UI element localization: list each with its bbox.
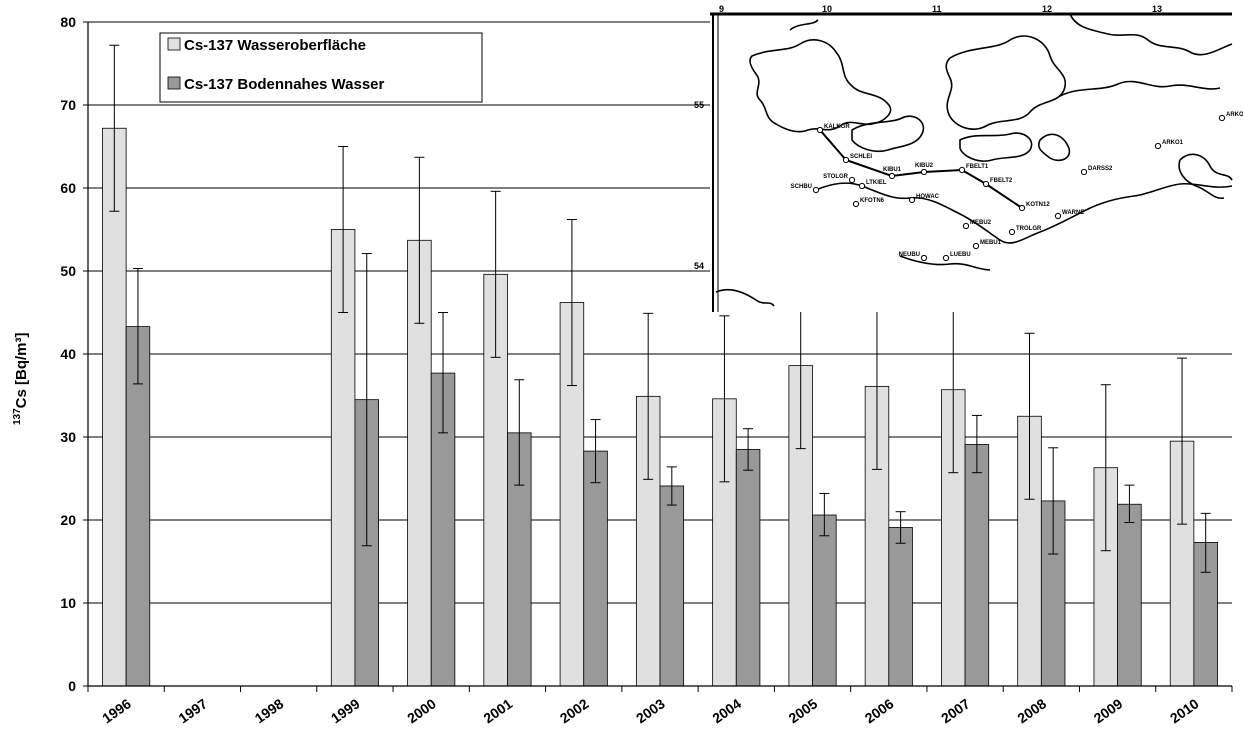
station-marker	[1008, 228, 1016, 236]
station-marker	[1154, 142, 1162, 150]
station-label: MEBU2	[970, 220, 992, 226]
station-label: STOLGR	[823, 174, 849, 180]
x-tick-label: 2003	[633, 695, 668, 726]
station-marker	[908, 196, 916, 204]
station-marker	[920, 254, 928, 262]
legend-label-bottom: Cs-137 Bodennahes Wasser	[184, 76, 385, 93]
station-label: DARSS2	[1088, 166, 1113, 172]
station-marker	[920, 168, 928, 176]
bar	[659, 485, 685, 687]
station-marker	[958, 166, 966, 174]
station-marker	[842, 156, 850, 164]
station-label: NEUBU	[899, 252, 920, 258]
station-marker	[1018, 204, 1026, 212]
y-tick-label: 20	[60, 512, 76, 528]
legend-label-surface: Cs-137 Wasseroberfläche	[184, 37, 366, 54]
station-marker	[1218, 114, 1226, 122]
bar	[102, 127, 127, 687]
station-label: FBELT1	[966, 164, 989, 170]
station-label: KALKGR	[824, 124, 850, 130]
map-lon-tick: 11	[932, 4, 942, 14]
bar	[1117, 503, 1142, 687]
y-tick-label: 10	[60, 595, 76, 611]
legend-box	[159, 32, 483, 103]
x-tick-label: 1996	[99, 695, 134, 726]
error-bars	[109, 44, 1211, 573]
station-label: SCHBU	[791, 184, 812, 190]
x-tick-label: 2002	[557, 695, 592, 726]
station-label: MEBU1	[980, 240, 1002, 246]
station-label: HOWAC	[916, 194, 940, 200]
map-background	[710, 14, 1232, 312]
y-tick-label: 40	[60, 346, 76, 362]
station-marker	[1080, 168, 1088, 176]
y-tick-label: 70	[60, 97, 76, 113]
map-lon-tick: 9	[719, 4, 724, 14]
y-axis-title-main: Cs [Bq/m³]	[13, 332, 30, 408]
y-axis-title-superscript: 137	[12, 408, 23, 425]
map-lon-tick: 12	[1042, 4, 1052, 14]
x-tick-label: 2009	[1091, 695, 1126, 726]
station-label: KIBU2	[915, 163, 934, 169]
x-tick-label: 2004	[709, 695, 744, 726]
station-label: LUEBU	[950, 252, 971, 258]
x-tick-label: 2000	[404, 695, 439, 726]
station-marker	[942, 254, 950, 262]
map-lat-tick: 54	[694, 261, 704, 271]
x-tick-label: 2001	[480, 695, 515, 726]
station-label: KOTN12	[1026, 202, 1050, 208]
map-lon-tick: 13	[1152, 4, 1162, 14]
legend-swatch-bottom	[167, 76, 181, 90]
bars	[102, 127, 1218, 687]
station-label: KFOTN6	[860, 198, 885, 204]
station-label: ARKO1	[1162, 140, 1184, 146]
y-tick-label: 0	[68, 678, 76, 694]
station-label: TROLGR	[1016, 226, 1042, 232]
station-label: SCHLEI	[850, 154, 872, 160]
map-lon-tick: 10	[822, 4, 832, 14]
station-label: ARKO2	[1226, 112, 1243, 118]
station-markers: KALKGR SCHLEI STOLGR KIBU1 KIBU2 FBELT1 FBELT2…	[791, 112, 1243, 262]
legend: Cs-137 Wasseroberfläche Cs-137 Bodennahe…	[159, 32, 483, 103]
y-tick-label: 50	[60, 263, 76, 279]
x-tick-label: 2005	[786, 695, 821, 726]
bar	[812, 514, 837, 687]
station-marker	[858, 182, 866, 190]
map-lat-tick: 55	[694, 100, 704, 110]
station-label: LTKIEL	[866, 180, 887, 186]
y-tick-label: 30	[60, 429, 76, 445]
bar	[735, 449, 761, 687]
station-label: FBELT2	[990, 178, 1013, 184]
bar	[583, 450, 608, 687]
x-tick-label: 2006	[862, 695, 897, 726]
y-axis-title: 137Cs [Bq/m³]	[12, 332, 30, 425]
y-tick-label: 60	[60, 180, 76, 196]
station-marker	[982, 180, 990, 188]
x-tick-label: 1998	[252, 695, 287, 726]
bar	[888, 527, 913, 687]
legend-swatch-surface	[167, 37, 181, 51]
x-tick-label: 2007	[938, 695, 973, 726]
station-marker	[848, 176, 856, 184]
bar	[964, 444, 990, 687]
station-marker	[962, 222, 970, 230]
station-marker	[888, 172, 896, 180]
y-tick-label: 80	[60, 14, 76, 30]
station-marker	[816, 126, 824, 134]
station-marker	[812, 186, 820, 194]
inset-map: 9 10 11 12 13 55 54	[694, 4, 1243, 312]
station-marker	[1054, 212, 1062, 220]
x-tick-label: 2008	[1014, 695, 1049, 726]
x-tick-label: 1997	[175, 695, 210, 726]
station-marker	[852, 200, 860, 208]
x-tick-label: 1999	[328, 695, 363, 726]
coastlines	[715, 13, 1233, 307]
x-tick-label: 2010	[1167, 695, 1202, 726]
station-marker	[972, 242, 980, 250]
station-label: KIBU1	[883, 167, 902, 173]
station-label: WARNE	[1062, 210, 1084, 216]
